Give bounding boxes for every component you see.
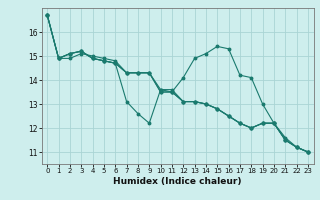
X-axis label: Humidex (Indice chaleur): Humidex (Indice chaleur) bbox=[113, 177, 242, 186]
